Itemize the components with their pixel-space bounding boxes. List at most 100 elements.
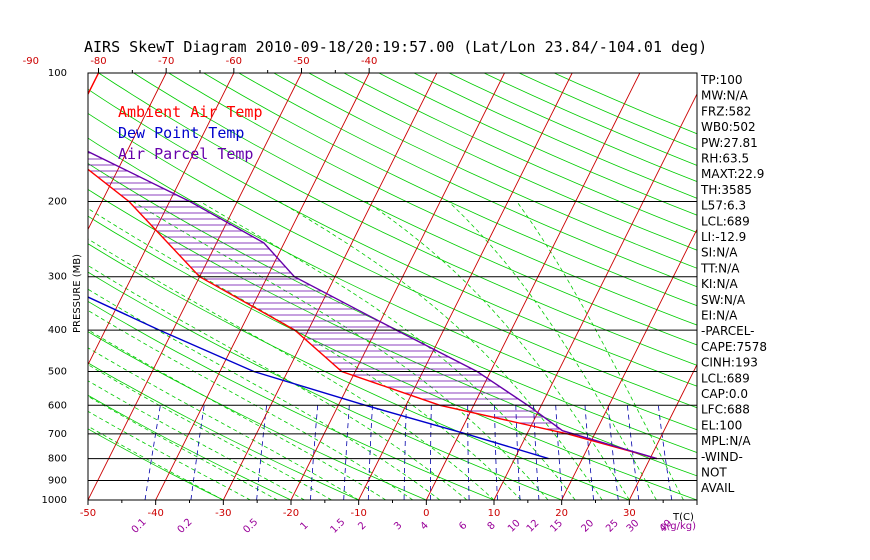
mixing-ratio-tick-label: 30: [625, 518, 642, 535]
stat-item: CINH:193: [701, 356, 758, 370]
mixing-ratio-line: [627, 405, 640, 500]
isotherm: [493, 92, 697, 500]
dry-adiabat: [413, 73, 697, 199]
dry-adiabat: [88, 137, 697, 431]
dry-adiabat: [88, 428, 224, 500]
pressure-tick-label: 400: [48, 325, 67, 336]
mixing-ratio-line: [584, 405, 594, 500]
mixing-ratio-line: [343, 405, 350, 500]
bottom-temp-tick-label: 20: [555, 508, 568, 519]
pressure-tick-label: 900: [48, 475, 67, 486]
dry-adiabat: [448, 73, 697, 183]
stat-item: CAPE:7578: [701, 340, 767, 354]
mixing-ratio-line: [403, 405, 407, 500]
mixing-ratio-tick-label: 25: [604, 518, 621, 535]
x-axis-label-mixing: q(g/kg): [660, 521, 696, 532]
top-temp-tick-label: -70: [158, 56, 174, 67]
mixing-ratio-tick-label: 1: [299, 520, 311, 532]
moist-adiabat: [88, 425, 224, 500]
stat-item: LCL:689: [701, 214, 750, 228]
stat-item: -WIND-: [701, 450, 743, 464]
isotherm: [88, 73, 235, 366]
chart-title: AIRS SkewT Diagram 2010-09-18/20:19:57.0…: [84, 38, 707, 56]
stat-item: LCL:689: [701, 371, 750, 385]
isotherm: [628, 363, 697, 500]
mixing-ratio-line: [555, 405, 563, 500]
top-temp-tick-label: -40: [361, 56, 377, 67]
dry-adiabat: [88, 88, 697, 387]
bottom-temp-tick-label: -20: [283, 508, 299, 519]
mixing-ratio-line: [190, 405, 205, 500]
dry-adiabat: [378, 73, 697, 216]
mixing-ratio-tick-label: 3: [392, 520, 404, 532]
dry-adiabat: [133, 73, 697, 346]
moist-adiabat: [278, 201, 603, 500]
moist-adiabat: [88, 410, 251, 500]
dry-adiabat: [88, 300, 495, 500]
bottom-temp-tick-labels: -50 -40 -30 -20 -10 0 10 20 30: [80, 508, 636, 519]
isotherm: [155, 73, 370, 500]
stat-item: MW:N/A: [701, 89, 749, 103]
dry-adiabat: [88, 162, 697, 453]
isotherm: [425, 73, 641, 500]
mixing-ratio-tick-labels: 0.1 0.2 0.5 1 1.5 2 3 4 6 8 10 12 15 20 25 30 40: [130, 517, 675, 536]
mixing-ratio-tick-label: 20: [579, 518, 596, 535]
mixing-ratio-tick-label: 0.5: [241, 517, 260, 536]
isotherm: [88, 73, 167, 231]
x-axis-label-temp: T(C): [672, 512, 694, 523]
mixing-ratio-tick-label: 2: [356, 520, 368, 532]
profiles-layer: [88, 73, 657, 460]
mixing-ratio-line: [467, 405, 470, 500]
isotherm: [561, 228, 697, 500]
pressure-tick-label: 200: [48, 197, 67, 208]
legend-dew-point-temp: Dew Point Temp: [118, 124, 244, 142]
dry-adiabat: [88, 271, 562, 500]
isotherm: [358, 73, 573, 500]
dry-adiabat: [88, 112, 697, 409]
stat-item: MAXT:22.9: [701, 167, 764, 181]
mixing-ratio-line: [367, 405, 373, 500]
dry-adiabat: [343, 73, 697, 233]
pressure-tick-label: 700: [48, 429, 67, 440]
bottom-temp-tick-label: 0: [423, 508, 429, 519]
dry-adiabat: [88, 331, 427, 500]
bottom-temp-tick-label: -50: [80, 508, 96, 519]
dry-adiabat: [238, 73, 697, 288]
moist-adiabat: [88, 347, 359, 500]
legend-air-parcel-temp: Air Parcel Temp: [118, 145, 253, 163]
air-parcel-temp-profile: [88, 150, 657, 460]
dew-point-profile: [88, 296, 549, 460]
dry-adiabat: [88, 188, 697, 477]
mixing-ratio-tick-label: 12: [525, 518, 542, 535]
mixing-ratio-tick-label: 10: [506, 518, 523, 535]
stat-item: -PARCEL-: [701, 324, 755, 338]
mixing-ratio-tick-label: 1.5: [328, 517, 347, 536]
mixing-ratio-line: [144, 405, 161, 500]
legend: Ambient Air Temp Dew Point Temp Air Parc…: [118, 103, 263, 163]
stat-item: TT:N/A: [700, 261, 740, 275]
isotherm: [0, 73, 31, 500]
pressure-tick-labels: 100 200 300 400 500 600 700 800 900 1000: [42, 68, 67, 506]
mixing-ratio-line: [533, 405, 540, 500]
isotherm: [222, 73, 438, 500]
grid-layer: [0, 73, 697, 500]
dry-adiabat: [88, 243, 630, 500]
mixing-ratio-line: [607, 405, 619, 500]
moist-adiabat: [88, 208, 522, 500]
dry-adiabat: [88, 362, 359, 500]
bottom-temp-tick-label: -40: [147, 508, 163, 519]
isotherm: [290, 73, 505, 500]
plot-frame: [87, 68, 698, 505]
bottom-temp-tick-label: 30: [623, 508, 636, 519]
bottom-temp-tick-label: -30: [215, 508, 231, 519]
stat-item: L57:6.3: [701, 199, 746, 213]
moist-adiabat: [448, 201, 657, 500]
isotherm: [88, 73, 302, 500]
stat-item: CAP:0.0: [701, 387, 748, 401]
pressure-tick-label: 1000: [42, 495, 67, 506]
top-temp-tick-label: -80: [90, 56, 106, 67]
pressure-tick-label: 500: [48, 366, 67, 377]
stat-item: LFC:688: [701, 403, 750, 417]
